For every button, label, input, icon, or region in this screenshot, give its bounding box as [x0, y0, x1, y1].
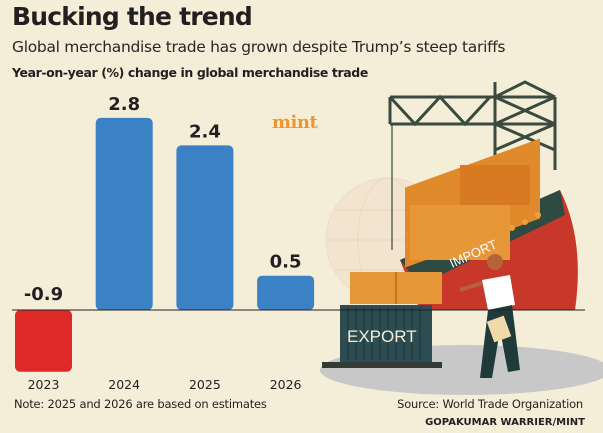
container-icon: EXPORT — [322, 305, 442, 368]
x-tick-2023: 2023 — [28, 377, 60, 392]
chart-source: Source: World Trade Organization — [397, 397, 583, 411]
chart-credit: GOPAKUMAR WARRIER/MINT — [425, 417, 585, 428]
mint-logo: mint — [272, 112, 318, 133]
bar-2026 — [257, 275, 315, 310]
container-label: EXPORT — [347, 327, 417, 346]
x-tick-2024: 2024 — [108, 377, 140, 392]
data-label-2023: -0.9 — [24, 284, 63, 305]
crane-icon — [388, 80, 557, 250]
bar-2024 — [95, 117, 153, 310]
x-tick-2025: 2025 — [189, 377, 221, 392]
axis-caption: Year-on-year (%) change in global mercha… — [12, 65, 368, 80]
bar-2023 — [15, 310, 72, 372]
chart-note: Note: 2025 and 2026 are based on estimat… — [14, 397, 267, 411]
x-tick-2026: 2026 — [270, 377, 302, 392]
chart-subtitle: Global merchandise trade has grown despi… — [12, 38, 506, 56]
cargo-boxes — [350, 272, 442, 304]
data-label-2025: 2.4 — [189, 121, 221, 142]
data-label-2024: 2.8 — [108, 94, 140, 115]
data-label-2026: 0.5 — [270, 252, 302, 273]
bar-2025 — [176, 145, 234, 310]
ship-icon: IMPORT — [400, 138, 578, 310]
chart-title: Bucking the trend — [12, 2, 253, 31]
worker-icon — [459, 254, 520, 378]
